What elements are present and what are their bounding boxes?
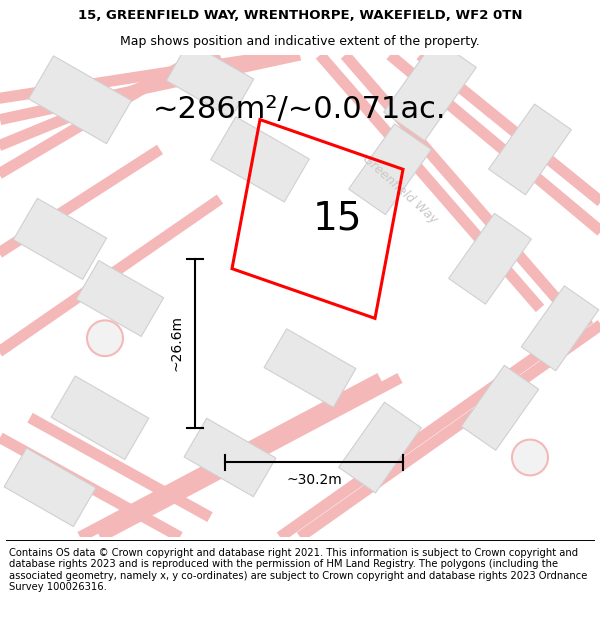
Text: Contains OS data © Crown copyright and database right 2021. This information is : Contains OS data © Crown copyright and d…	[9, 548, 587, 592]
Polygon shape	[166, 42, 254, 118]
Polygon shape	[488, 104, 571, 195]
Polygon shape	[338, 402, 421, 493]
Text: ~26.6m: ~26.6m	[169, 315, 183, 371]
Polygon shape	[29, 56, 131, 144]
Polygon shape	[76, 261, 164, 336]
Polygon shape	[461, 365, 539, 450]
Text: 15, GREENFIELD WAY, WRENTHORPE, WAKEFIELD, WF2 0TN: 15, GREENFIELD WAY, WRENTHORPE, WAKEFIEL…	[78, 9, 522, 22]
Polygon shape	[211, 117, 310, 202]
Polygon shape	[13, 198, 107, 279]
Text: Map shows position and indicative extent of the property.: Map shows position and indicative extent…	[120, 35, 480, 48]
Text: ~30.2m: ~30.2m	[286, 473, 342, 488]
Polygon shape	[384, 39, 476, 141]
Polygon shape	[349, 124, 431, 214]
Text: Greenfield Way: Greenfield Way	[360, 152, 440, 226]
Polygon shape	[264, 329, 356, 408]
Polygon shape	[4, 448, 96, 526]
Circle shape	[512, 439, 548, 476]
Polygon shape	[449, 213, 532, 304]
Text: ~286m²/~0.071ac.: ~286m²/~0.071ac.	[153, 95, 447, 124]
Polygon shape	[51, 376, 149, 459]
Polygon shape	[521, 286, 599, 371]
Text: 15: 15	[313, 200, 362, 238]
Polygon shape	[184, 418, 276, 497]
Circle shape	[87, 321, 123, 356]
